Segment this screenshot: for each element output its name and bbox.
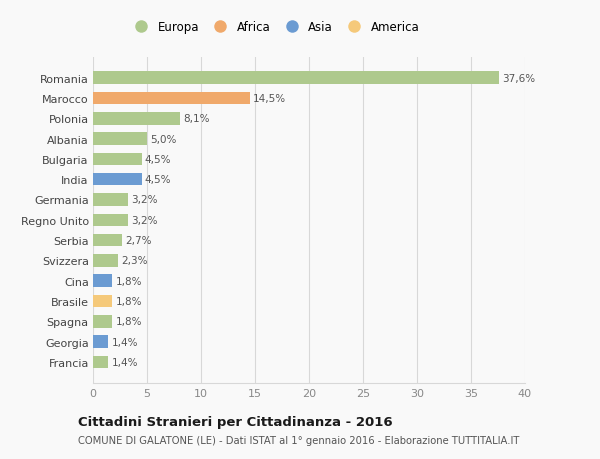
Bar	[93, 295, 112, 308]
Text: 2,3%: 2,3%	[121, 256, 148, 266]
Bar	[93, 255, 118, 267]
Text: 1,8%: 1,8%	[116, 276, 142, 286]
Text: 2,7%: 2,7%	[125, 235, 152, 246]
Bar	[93, 174, 142, 186]
Text: 1,8%: 1,8%	[116, 297, 142, 306]
Text: 14,5%: 14,5%	[253, 94, 286, 104]
Text: 4,5%: 4,5%	[145, 155, 172, 164]
Text: 3,2%: 3,2%	[131, 215, 157, 225]
Bar	[93, 153, 142, 166]
Text: 8,1%: 8,1%	[184, 114, 210, 124]
Text: 3,2%: 3,2%	[131, 195, 157, 205]
Bar	[93, 92, 250, 105]
Text: Cittadini Stranieri per Cittadinanza - 2016: Cittadini Stranieri per Cittadinanza - 2…	[78, 415, 392, 428]
Text: 4,5%: 4,5%	[145, 175, 172, 185]
Bar	[93, 133, 147, 146]
Bar	[93, 113, 181, 125]
Bar	[93, 275, 112, 287]
Bar	[93, 214, 128, 227]
Bar	[93, 356, 108, 369]
Text: 1,4%: 1,4%	[112, 357, 138, 367]
Text: COMUNE DI GALATONE (LE) - Dati ISTAT al 1° gennaio 2016 - Elaborazione TUTTITALI: COMUNE DI GALATONE (LE) - Dati ISTAT al …	[78, 435, 520, 445]
Text: 1,4%: 1,4%	[112, 337, 138, 347]
Legend: Europa, Africa, Asia, America: Europa, Africa, Asia, America	[129, 21, 419, 34]
Text: 37,6%: 37,6%	[502, 73, 535, 84]
Text: 1,8%: 1,8%	[116, 317, 142, 327]
Bar	[93, 336, 108, 348]
Bar	[93, 72, 499, 85]
Bar	[93, 194, 128, 207]
Text: 5,0%: 5,0%	[150, 134, 176, 144]
Bar	[93, 234, 122, 247]
Bar	[93, 315, 112, 328]
